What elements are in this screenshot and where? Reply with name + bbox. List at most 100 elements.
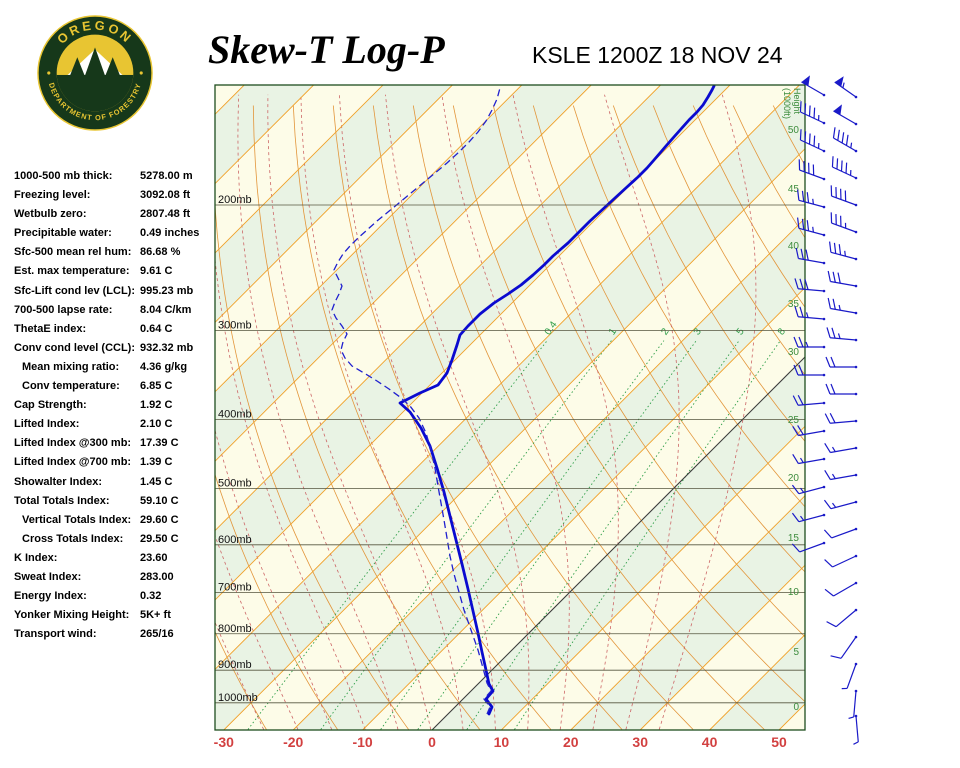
index-label: Cross Totals Index: [22, 532, 124, 545]
index-label: Total Totals Index: [14, 494, 110, 507]
index-label: Lifted Index @300 mb: [14, 437, 132, 450]
pressure-label: 800mb [218, 623, 252, 635]
index-value: 0.32 [140, 590, 162, 603]
isotherms [215, 85, 805, 730]
index-row: Sfc-Lift cond lev (LCL): 995.23 mb [14, 285, 219, 304]
index-value: 9.61 C [140, 265, 173, 278]
odf-logo: OREGON DEPARTMENT OF FORESTRY [37, 15, 153, 131]
height-tick-label: 10 [788, 587, 800, 598]
index-value: 5K+ ft [140, 609, 171, 622]
index-value: 0.49 inches [140, 227, 200, 240]
index-row: Lifted Index: 2.10 C [14, 418, 219, 437]
index-row: Showalter Index: 1.45 C [14, 476, 219, 495]
temp-tick-label: 0 [428, 734, 436, 750]
index-value: 1.45 C [140, 475, 173, 488]
pressure-label: 500mb [218, 477, 252, 489]
moist-adiabats [215, 94, 757, 730]
dewpoint-trace [331, 87, 501, 715]
index-row: 1000-500 mb thick: 5278.00 m [14, 170, 219, 189]
temp-tick-label: 40 [702, 734, 718, 750]
index-label: Lifted Index: [14, 418, 80, 431]
pressure-label: 200mb [218, 194, 252, 206]
temperature-axis: -30 -20 -10 0 10 20 30 40 50 [214, 734, 787, 750]
index-row: Energy Index: 0.32 [14, 590, 219, 609]
plot-area [215, 85, 805, 730]
temp-tick-label: -30 [214, 734, 234, 750]
height-axis-title: Height(1000ft) [782, 88, 802, 119]
index-value: 283.00 [140, 570, 174, 583]
index-value: 2807.48 ft [140, 208, 191, 221]
index-value: 6.85 C [140, 380, 173, 393]
index-value: 59.10 C [140, 494, 179, 507]
index-row: Lifted Index @700 mb: 1.39 C [14, 456, 219, 475]
index-label: Conv cond level (CCL): [14, 341, 136, 354]
indices-panel: 1000-500 mb thick: 5278.00 m Freezing leve… [14, 170, 219, 647]
index-label: Sweat Index: [14, 570, 82, 583]
index-row: ThetaE index: 0.64 C [14, 323, 219, 342]
height-tick-label: 0 [793, 702, 799, 713]
index-value: 265/16 [140, 628, 174, 641]
height-tick-label: 40 [788, 241, 800, 252]
index-value: 23.60 [140, 551, 168, 564]
height-tick-label: 25 [788, 415, 800, 426]
index-label: 700-500 lapse rate: [14, 303, 113, 316]
temp-tick-label: -20 [283, 734, 303, 750]
svg-text:2: 2 [659, 326, 671, 337]
index-value: 995.23 mb [140, 284, 194, 297]
index-label: Est. max temperature: [14, 265, 130, 278]
index-row: Yonker Mixing Height: 5K+ ft [14, 609, 219, 628]
index-row: Cap Strength: 1.92 C [14, 399, 219, 418]
pressure-label: 300mb [218, 319, 252, 331]
height-tick-label: 15 [788, 533, 800, 544]
index-row: K Index: 23.60 [14, 552, 219, 571]
svg-text:1: 1 [607, 326, 619, 337]
height-tick-label: 50 [788, 125, 800, 136]
pressure-label: 1000mb [218, 692, 258, 704]
index-row: Cross Totals Index: 29.50 C [14, 533, 219, 552]
height-tick-label: 35 [788, 299, 800, 310]
plot-background [215, 85, 805, 730]
index-label: Cap Strength: [14, 399, 87, 412]
index-value: 932.32 mb [140, 341, 194, 354]
index-row: Precipitable water: 0.49 inches [14, 227, 219, 246]
index-label: Transport wind: [14, 628, 97, 641]
page-title: Skew-T Log-P [208, 27, 445, 72]
index-label: Mean mixing ratio: [22, 360, 120, 373]
index-value: 4.36 g/kg [140, 360, 188, 373]
temp-tick-label: 30 [632, 734, 648, 750]
svg-text:5: 5 [735, 326, 747, 337]
index-label: Sfc-500 mean rel hum: [14, 246, 132, 259]
height-tick-label: 5 [793, 647, 799, 658]
index-value: 29.50 C [140, 532, 179, 545]
index-value: 2.10 C [140, 418, 173, 431]
pressure-label: 600mb [218, 534, 252, 546]
index-value: 5278.00 m [140, 170, 193, 182]
index-row: Wetbulb zero: 2807.48 ft [14, 208, 219, 227]
index-label: Lifted Index @700 mb: [14, 456, 132, 469]
index-row: Sweat Index: 283.00 [14, 571, 219, 590]
logo-dot-left [47, 71, 51, 75]
index-row: Transport wind: 265/16 [14, 628, 219, 647]
index-row: Vertical Totals Index: 29.60 C [14, 514, 219, 533]
plot-border [214, 84, 806, 731]
index-row: Conv cond level (CCL): 932.32 mb [14, 342, 219, 361]
index-label: Showalter Index: [14, 475, 103, 488]
svg-text:3: 3 [692, 326, 704, 337]
station-time: KSLE 1200Z 18 NOV 24 [532, 42, 783, 68]
temp-tick-label: 10 [494, 734, 510, 750]
pressure-gridlines: 200mb 300mb 400mb 500mb 600mb 700mb 800mb 900mb… [215, 194, 805, 704]
index-value: 17.39 C [140, 437, 179, 450]
index-value: 0.64 C [140, 322, 173, 335]
height-tick-label: 45 [788, 184, 800, 195]
index-label: Sfc-Lift cond lev (LCL): [14, 284, 135, 297]
index-label: Freezing level: [14, 189, 91, 202]
svg-text:8: 8 [776, 326, 788, 337]
index-row: Freezing level: 3092.08 ft [14, 189, 219, 208]
index-value: 3092.08 ft [140, 189, 191, 202]
logo-dot-right [139, 71, 143, 75]
index-label: Wetbulb zero: [14, 208, 87, 221]
index-label: K Index: [14, 551, 58, 564]
index-row: Lifted Index @300 mb: 17.39 C [14, 437, 219, 456]
